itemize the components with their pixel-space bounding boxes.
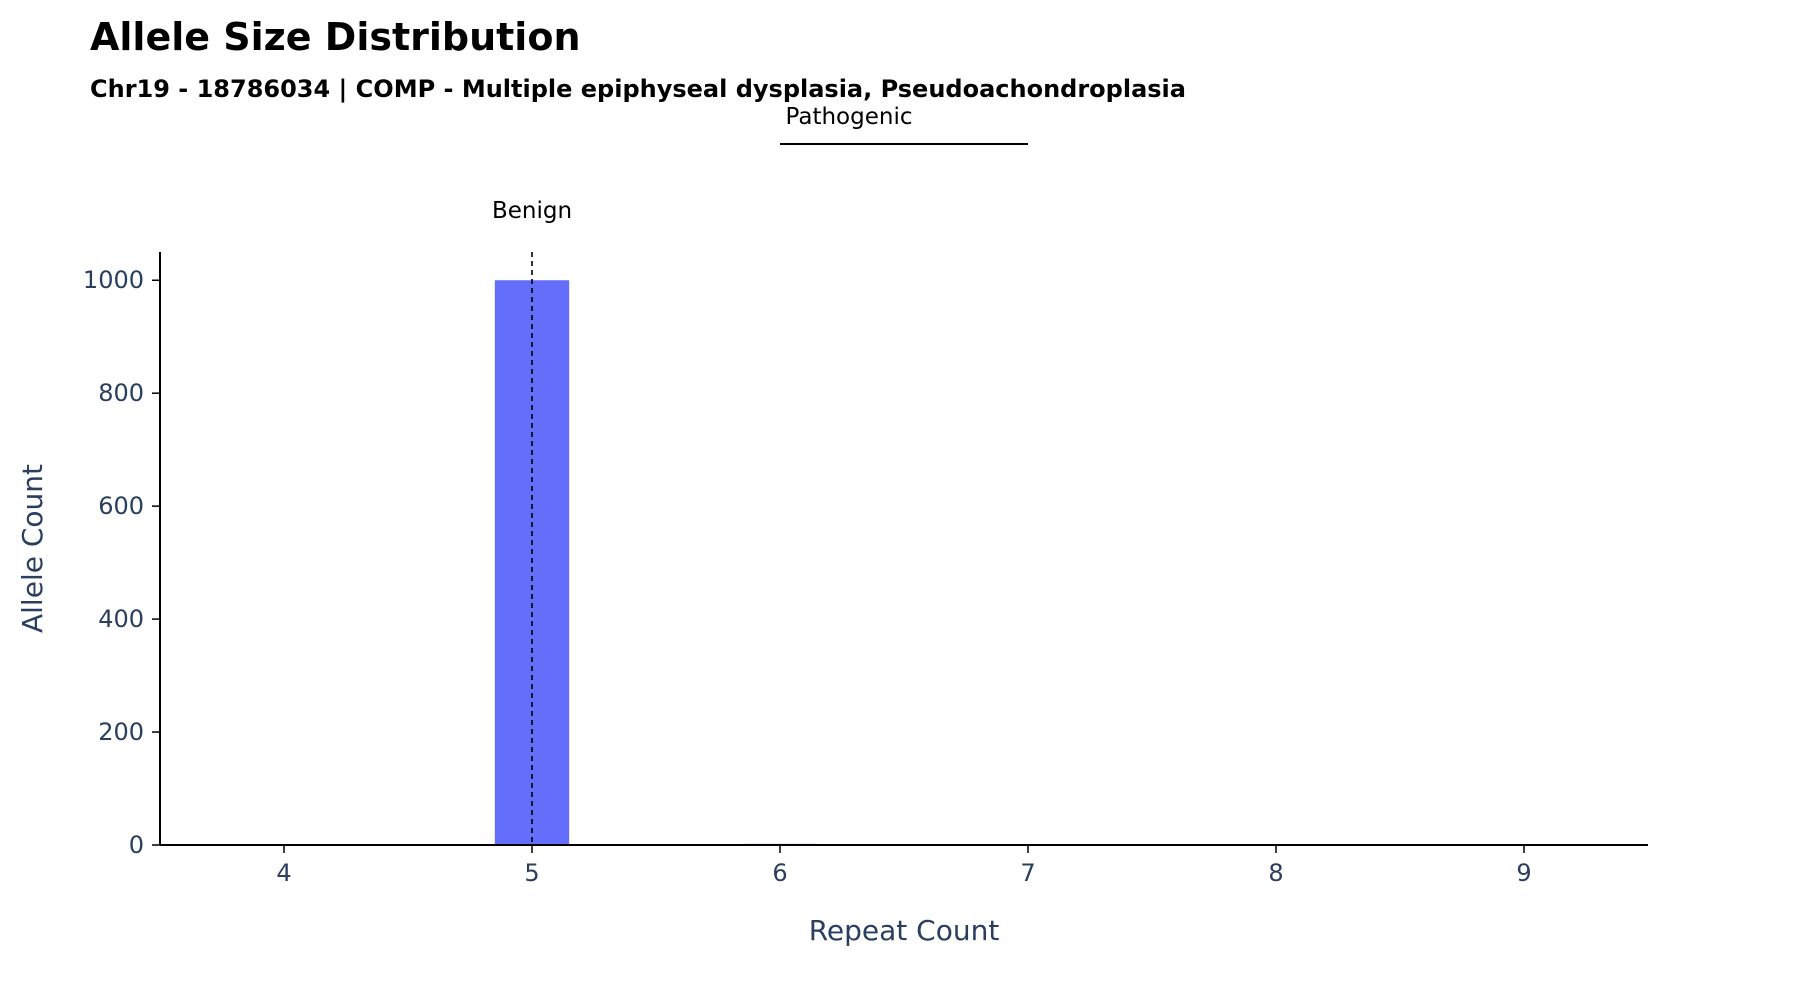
x-tick-label-6: 6	[772, 859, 787, 887]
x-axis-title: Repeat Count	[809, 914, 1000, 947]
y-axis-ticks: 0 200 400 600 800 1000	[83, 266, 160, 859]
chart-subtitle: Chr19 - 18786034 | COMP - Multiple epiph…	[90, 75, 1186, 103]
plot-area: 4 5 6 7 8 9 0 200 400 600 800 1000 Benign Pathogen…	[83, 104, 1648, 887]
benign-label: Benign	[492, 198, 572, 224]
y-tick-label-600: 600	[98, 492, 144, 520]
x-tick-label-5: 5	[524, 859, 539, 887]
chart-title: Allele Size Distribution	[90, 15, 581, 59]
y-tick-label-1000: 1000	[83, 266, 144, 294]
x-tick-label-4: 4	[276, 859, 291, 887]
y-tick-label-200: 200	[98, 718, 144, 746]
x-tick-label-8: 8	[1268, 859, 1283, 887]
y-tick-label-400: 400	[98, 605, 144, 633]
x-tick-label-9: 9	[1516, 859, 1531, 887]
x-axis-ticks: 4 5 6 7 8 9	[276, 845, 1532, 887]
y-tick-label-0: 0	[129, 831, 144, 859]
bars	[246, 280, 1066, 845]
x-tick-label-7: 7	[1020, 859, 1035, 887]
y-tick-label-800: 800	[98, 379, 144, 407]
y-axis-title: Allele Count	[16, 464, 49, 633]
pathogenic-label: Pathogenic	[786, 104, 913, 130]
